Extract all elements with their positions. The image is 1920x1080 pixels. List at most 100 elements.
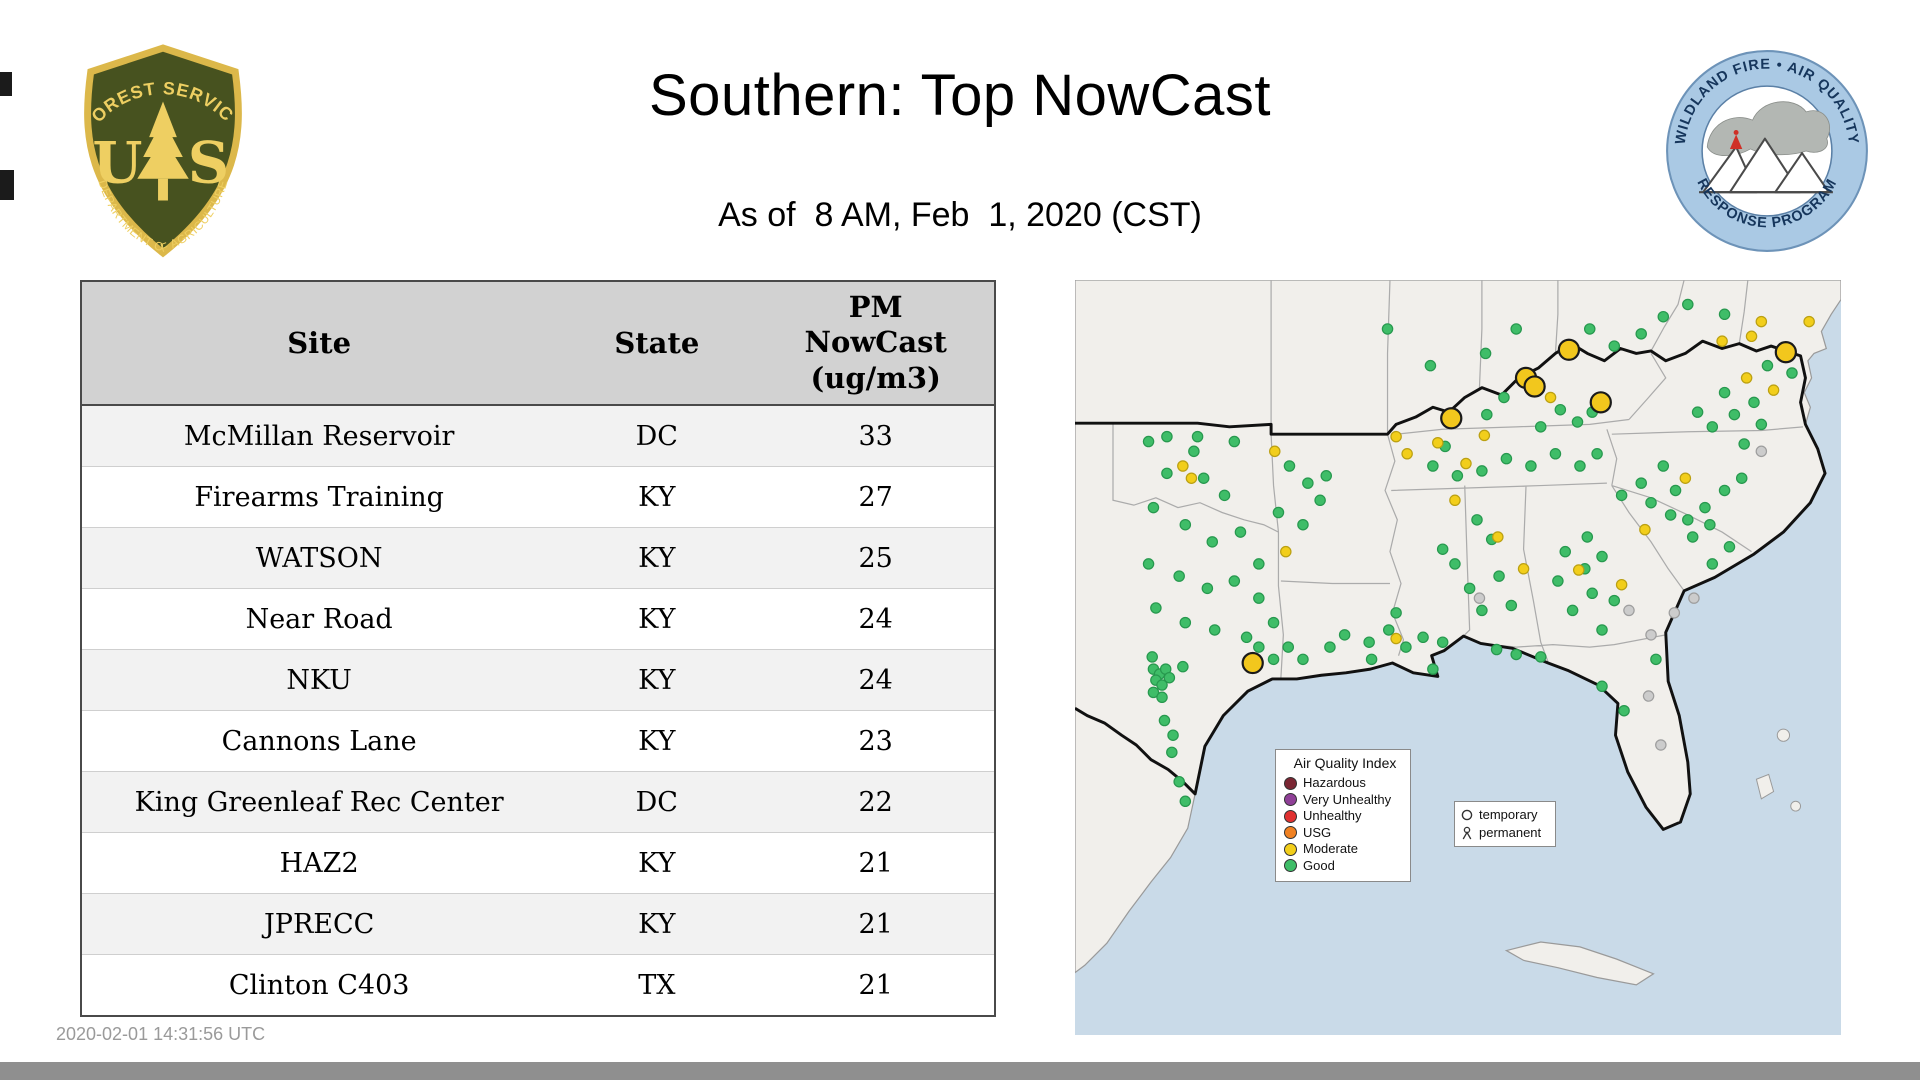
monitor-dot (1282, 641, 1295, 653)
monitor-dot (1645, 629, 1657, 641)
monitor-dot (1706, 421, 1719, 433)
table-cell: KY (556, 832, 758, 894)
monitor-dot (1657, 460, 1670, 472)
monitor-dot (1161, 467, 1173, 480)
table-header-row: Site State PM NowCast (ug/m3) (81, 281, 995, 406)
monitor-dot (1718, 308, 1731, 321)
table-row: Near Road KY 24 (81, 588, 995, 650)
table-cell: JPRECC (81, 893, 557, 955)
bottom-bar (0, 1062, 1920, 1080)
legend-color-dot (1284, 793, 1297, 807)
monitor-dot (1572, 564, 1585, 576)
monitor-dot (1650, 653, 1662, 666)
monitor-dot (1297, 518, 1309, 531)
monitor-markers (1142, 298, 1815, 808)
monitor-dot (1591, 448, 1603, 460)
legend-label: Moderate (1303, 841, 1358, 856)
monitor-dot (1272, 506, 1285, 519)
monitor-dot (1161, 430, 1173, 443)
monitor-dot (1179, 518, 1192, 531)
table-cell: KY (556, 466, 758, 528)
monitor-dot (1363, 636, 1375, 648)
column-header-pm-nowcast: PM NowCast (ug/m3) (757, 281, 995, 406)
monitor-dot (1150, 602, 1162, 614)
monitor-dot (1554, 403, 1567, 416)
nowcast-table-container: Site State PM NowCast (ug/m3) McMillan R… (80, 280, 996, 1017)
monitor-dot (1655, 739, 1667, 751)
column-header-site: Site (81, 281, 557, 406)
legend-color-dot (1284, 826, 1297, 840)
monitor-dot (1206, 536, 1219, 548)
flame-icon (1729, 129, 1743, 149)
monitor-dot (1460, 457, 1472, 470)
monitor-dot (1432, 436, 1444, 449)
table-cell: Near Road (81, 588, 557, 650)
monitor-dot (1476, 604, 1488, 617)
monitor-dot (1267, 616, 1280, 629)
nowcast-table-body: McMillan Reservoir DC 33 Firearms Training K… (81, 405, 995, 1016)
temporary-label: temporary (1479, 807, 1538, 822)
monitor-dot (1481, 408, 1493, 421)
monitor-dot (1390, 607, 1402, 619)
monitor-dot (1241, 651, 1264, 675)
monitor-map: Air Quality Index Hazardous Very Unhealth… (1075, 280, 1841, 1035)
monitor-dot (1417, 631, 1429, 644)
monitor-dot (1381, 323, 1394, 335)
table-cell: 21 (757, 893, 995, 955)
monitor-dot (1401, 448, 1413, 460)
monitor-dot (1390, 430, 1402, 443)
legend-label: Hazardous (1303, 775, 1366, 790)
table-row: King Greenleaf Rec Center DC 22 (81, 771, 995, 833)
monitor-dot (1615, 578, 1628, 591)
monitor-dot (1440, 407, 1463, 430)
table-cell: 24 (757, 588, 995, 650)
table-row: Firearms Training KY 27 (81, 466, 995, 528)
monitor-dot (1451, 470, 1464, 482)
usfs-letter-u: U (92, 129, 142, 197)
monitor-dot (1523, 375, 1546, 398)
legend-color-dot (1284, 842, 1297, 856)
bahamas-islands (1755, 728, 1802, 812)
table-cell: King Greenleaf Rec Center (81, 771, 557, 833)
table-cell: 25 (757, 527, 995, 589)
table-cell: DC (635, 420, 678, 452)
monitor-dot (1173, 775, 1185, 788)
monitor-dot (1735, 472, 1748, 484)
monitor-dot (1635, 328, 1647, 340)
monitor-dot (1449, 494, 1461, 507)
table-row: NKU KY 24 (81, 649, 995, 711)
monitor-dot (1158, 714, 1171, 727)
table-cell: McMillan Reservoir (183, 420, 455, 452)
legend-item: Very Unhealthy (1284, 792, 1406, 809)
monitor-dot (1559, 545, 1572, 558)
usfs-letter-s: S (188, 129, 229, 197)
monitor-dot (1682, 514, 1694, 526)
monitor-dot (1589, 391, 1612, 414)
monitor-dot (1473, 592, 1486, 604)
monitor-dot (1635, 477, 1647, 489)
monitor-dot (1786, 367, 1798, 379)
monitor-dot (1552, 575, 1564, 587)
page-title: Southern: Top NowCast (649, 63, 1271, 128)
monitor-dot (1728, 408, 1741, 421)
monitor-dot (1478, 429, 1491, 442)
monitor-dot (1427, 663, 1439, 675)
monitor-dot (1253, 558, 1265, 570)
table-cell: WATSON (81, 527, 557, 589)
table-cell: 21 (757, 832, 995, 894)
table-cell: KY (556, 893, 758, 955)
monitor-dot (1188, 445, 1200, 458)
monitor-dot (1177, 460, 1189, 472)
table-cell: DC (556, 771, 758, 833)
monitor-dot (1596, 680, 1608, 693)
monitor-dot (1664, 509, 1677, 521)
monitor-dot (1691, 406, 1704, 418)
monitor-dot (1228, 575, 1241, 587)
table-cell: 27 (757, 466, 995, 528)
monitor-dot (1479, 347, 1492, 360)
monitor-dot (1173, 570, 1185, 582)
table-row: Cannons Lane KY 23 (81, 710, 995, 772)
monitor-dot (1166, 746, 1178, 759)
monitor-dot (1314, 494, 1326, 507)
